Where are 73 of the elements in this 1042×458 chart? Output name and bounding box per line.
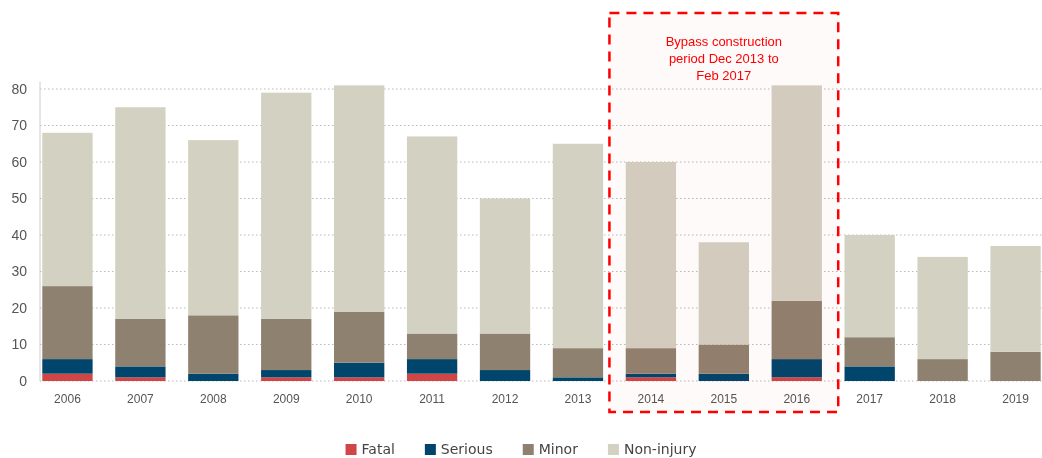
bar <box>261 370 312 378</box>
bar <box>42 373 93 381</box>
bar <box>844 337 895 367</box>
legend-label: Serious <box>440 441 493 457</box>
legend-label: Non-injury <box>623 441 697 457</box>
bar <box>917 256 968 360</box>
bar <box>625 162 677 349</box>
bar <box>115 107 166 319</box>
band-label: Bypass construction period Dec 2013 to Feb 2017 <box>665 34 782 83</box>
bar <box>990 351 1041 381</box>
y-tick-label: 30 <box>11 263 28 280</box>
y-tick-label: 80 <box>11 80 28 97</box>
bar <box>698 373 749 381</box>
y-tick-label: 60 <box>11 153 28 170</box>
bar <box>771 85 822 301</box>
x-tick-label: 2009 <box>272 392 300 407</box>
bar <box>115 377 166 381</box>
legend-label: Fatal <box>361 441 395 457</box>
x-tick-label: 2007 <box>127 392 155 407</box>
bar <box>406 359 458 374</box>
bar <box>698 344 749 374</box>
bar <box>479 198 531 334</box>
bar <box>261 318 312 371</box>
y-tick-label: 50 <box>11 190 28 207</box>
x-tick-label: 2010 <box>345 392 373 407</box>
bar <box>334 85 385 312</box>
bar <box>334 362 385 378</box>
y-tick-label: 0 <box>19 372 28 389</box>
y-tick-label: 20 <box>11 299 28 316</box>
bar <box>261 92 312 319</box>
x-tick-label: 2006 <box>54 392 82 407</box>
bar <box>479 333 531 371</box>
x-tick-label: 2015 <box>710 392 738 407</box>
bar <box>42 359 93 374</box>
legend-label: Minor <box>538 441 579 457</box>
bar <box>115 318 166 367</box>
bar <box>990 245 1041 352</box>
y-tick-label: 70 <box>11 117 28 134</box>
bar <box>771 377 822 381</box>
bar <box>42 286 93 360</box>
x-tick-label: 2011 <box>419 392 446 407</box>
bar <box>552 348 604 378</box>
bar <box>406 333 458 360</box>
bar <box>625 348 677 374</box>
bar <box>261 377 312 381</box>
bar <box>334 311 385 363</box>
bar <box>406 373 458 381</box>
bar <box>406 136 458 334</box>
x-tick-label: 2014 <box>637 392 665 407</box>
bar <box>625 377 677 381</box>
bar <box>115 366 166 378</box>
bar <box>188 373 239 381</box>
bar <box>917 359 968 381</box>
x-tick-label: 2018 <box>929 392 957 407</box>
x-tick-label: 2019 <box>1002 392 1030 407</box>
x-tick-label: 2013 <box>564 392 592 407</box>
x-tick-label: 2017 <box>856 392 884 407</box>
x-tick-label: 2012 <box>491 392 519 407</box>
bar <box>771 300 822 360</box>
x-tick-label: 2016 <box>783 392 811 407</box>
y-tick-label: 40 <box>11 226 28 243</box>
x-tick-label: 2008 <box>199 392 227 407</box>
bar <box>552 377 604 381</box>
bar <box>844 366 895 381</box>
bar <box>698 242 749 345</box>
bar <box>479 370 531 381</box>
bar <box>771 359 822 378</box>
bar <box>188 315 239 374</box>
bar <box>844 235 895 338</box>
bar <box>552 143 604 349</box>
bar <box>188 140 239 316</box>
y-tick-label: 10 <box>11 336 28 353</box>
bar <box>334 377 385 381</box>
